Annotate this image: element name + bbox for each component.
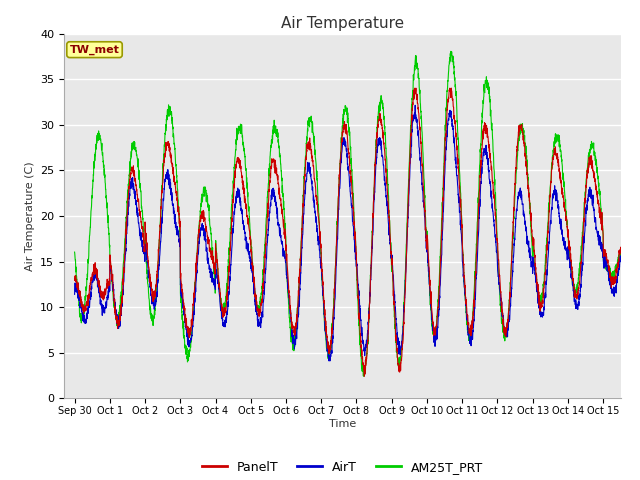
AM25T_PRT — [447, 48, 454, 54]
PanelT — [607, 271, 614, 277]
AM25T_PRT — [133, 153, 141, 158]
Y-axis label: Air Temperature (C): Air Temperature (C) — [24, 161, 35, 271]
PanelT — [71, 276, 79, 282]
AM25T_PRT — [304, 129, 312, 134]
AM25T_PRT — [280, 205, 288, 211]
AM25T_PRT — [548, 162, 556, 168]
AirT — [326, 358, 334, 364]
PanelT — [304, 143, 312, 149]
AM25T_PRT — [166, 107, 173, 112]
Line: AirT: AirT — [75, 105, 621, 361]
PanelT — [548, 167, 556, 173]
AirT — [304, 159, 312, 165]
PanelT — [166, 148, 173, 154]
Legend: PanelT, AirT, AM25T_PRT: PanelT, AirT, AM25T_PRT — [196, 456, 488, 479]
AM25T_PRT — [617, 250, 625, 255]
PanelT — [133, 188, 141, 193]
PanelT — [617, 245, 625, 251]
AirT — [607, 280, 614, 286]
PanelT — [447, 85, 455, 91]
PanelT — [280, 227, 288, 233]
Line: AM25T_PRT: AM25T_PRT — [75, 51, 621, 376]
Text: TW_met: TW_met — [70, 45, 120, 55]
AM25T_PRT — [360, 373, 367, 379]
AirT — [412, 102, 419, 108]
PanelT — [360, 373, 368, 379]
AirT — [280, 251, 288, 256]
AirT — [133, 210, 141, 216]
AirT — [548, 206, 556, 212]
AirT — [617, 256, 625, 262]
AirT — [166, 176, 173, 181]
Title: Air Temperature: Air Temperature — [281, 16, 404, 31]
AirT — [71, 291, 79, 297]
AM25T_PRT — [607, 271, 614, 276]
AM25T_PRT — [71, 249, 79, 255]
Line: PanelT: PanelT — [75, 88, 621, 376]
X-axis label: Time: Time — [329, 419, 356, 429]
